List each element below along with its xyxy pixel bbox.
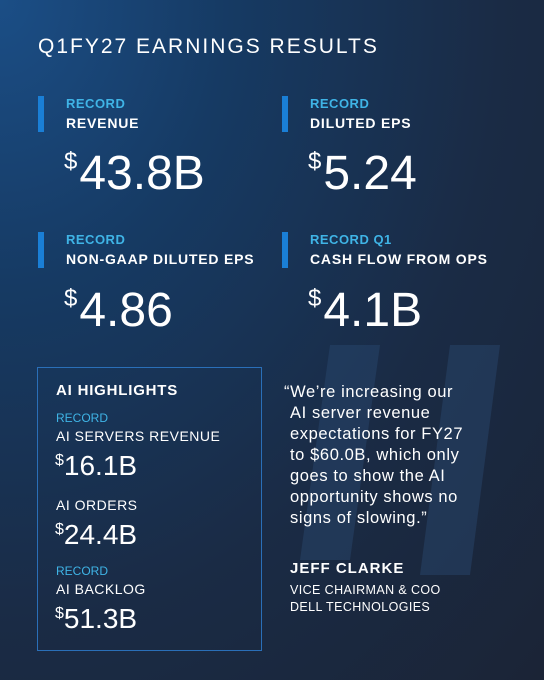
quote-line: to $60.0B, which only: [290, 446, 460, 464]
ai-value: $51.3B: [55, 603, 137, 635]
ai-label: AI BACKLOG: [56, 581, 146, 597]
ai-kicker: RECORD: [56, 411, 109, 425]
amount: 4.1B: [323, 284, 423, 337]
ai-label: AI ORDERS: [56, 497, 138, 513]
title: Q1FY27 EARNINGS RESULTS: [38, 35, 379, 58]
ai-box: [37, 367, 262, 651]
accent-bar: [38, 96, 44, 132]
ai-label: AI SERVERS REVENUE: [56, 428, 221, 444]
quote-line: “We’re increasing our: [284, 383, 454, 401]
metric-label: DILUTED EPS: [310, 115, 412, 131]
amount: 24.4B: [63, 519, 138, 550]
kicker: RECORD: [66, 96, 126, 111]
metric-value: $4.86: [64, 283, 173, 338]
currency: $: [55, 605, 64, 622]
quote-line: signs of slowing.”: [290, 509, 428, 527]
amount: 43.8B: [79, 147, 205, 200]
ai-value: $24.4B: [55, 519, 137, 551]
speaker-name: JEFF CLARKE: [290, 560, 405, 577]
accent-bar: [282, 96, 288, 132]
quote-line: expectations for FY27: [290, 425, 464, 443]
ai-title: AI HIGHLIGHTS: [56, 382, 179, 399]
currency: $: [64, 285, 78, 312]
metric-value: $4.1B: [308, 283, 422, 338]
currency: $: [308, 148, 322, 175]
ai-value: $16.1B: [55, 450, 137, 482]
currency: $: [55, 452, 64, 469]
amount: 16.1B: [63, 450, 138, 481]
currency: $: [308, 285, 322, 312]
amount: 5.24: [323, 147, 417, 200]
metric-label: NON-GAAP DILUTED EPS: [66, 251, 255, 267]
speaker-company: DELL TECHNOLOGIES: [290, 600, 431, 614]
metric-value: $5.24: [308, 146, 417, 201]
metric-value: $43.8B: [64, 146, 205, 201]
quote-line: goes to show the AI: [290, 467, 446, 485]
speaker-role: VICE CHAIRMAN & COO: [290, 583, 441, 597]
accent-bar: [282, 232, 288, 268]
kicker: RECORD: [66, 232, 126, 247]
quote-line: AI server revenue: [290, 404, 431, 422]
kicker: RECORD Q1: [310, 232, 392, 247]
metric-label: CASH FLOW FROM OPS: [310, 251, 488, 267]
currency: $: [55, 521, 64, 538]
quote-line: opportunity shows no: [290, 488, 458, 506]
metric-label: REVENUE: [66, 115, 140, 131]
amount: 51.3B: [63, 603, 138, 634]
accent-bar: [38, 232, 44, 268]
ai-kicker: RECORD: [56, 564, 109, 578]
amount: 4.86: [79, 284, 173, 337]
currency: $: [64, 148, 78, 175]
kicker: RECORD: [310, 96, 370, 111]
